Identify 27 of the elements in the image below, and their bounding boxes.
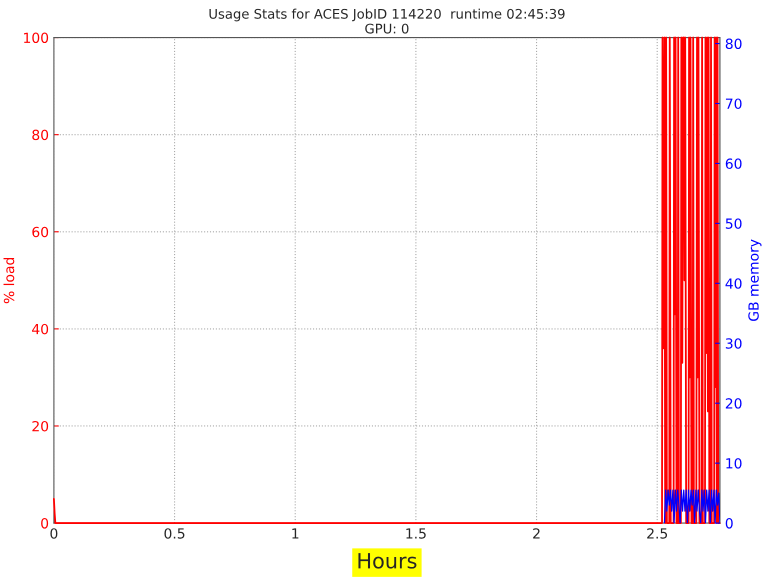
- y2-tick-label: 60: [726, 158, 742, 169]
- y-axis-title: % load: [4, 258, 14, 304]
- x-tick-label: 1.5: [406, 528, 426, 539]
- y2-tick-label: 20: [726, 398, 742, 409]
- x-tick-label: 0.5: [164, 528, 184, 539]
- x-axis-title: Hours: [358, 553, 416, 569]
- x-tick-label: 2.5: [647, 528, 668, 539]
- x-tick-label: 2: [533, 528, 540, 539]
- y-tick-label: 40: [32, 324, 48, 334]
- y-tick-label: 80: [32, 130, 48, 140]
- y2-tick-label: 80: [726, 38, 742, 50]
- line-series: [52, 36, 721, 524]
- y2-tick-label: 0: [726, 518, 733, 529]
- y2-tick-label: 70: [726, 98, 742, 109]
- y2-tick-label: 10: [726, 458, 742, 469]
- y2-tick-label: 50: [726, 218, 742, 229]
- chart-subtitle: GPU: 0: [365, 24, 408, 34]
- y-tick-label: 20: [32, 420, 48, 432]
- y2-tick-label: 30: [726, 338, 742, 349]
- y2-axis-title: GB memory: [748, 239, 762, 321]
- y-tick-label: 60: [32, 226, 48, 238]
- y2-tick-label: 40: [725, 278, 742, 289]
- x-tick-label: 0: [50, 528, 58, 539]
- y-tick-label: 100: [24, 32, 48, 44]
- chart-title: Usage Stats for ACES JobID 114220 runtime 02:45:39: [209, 8, 565, 22]
- y-tick-label: 0: [41, 518, 48, 529]
- x-tick-label: 1: [292, 528, 298, 539]
